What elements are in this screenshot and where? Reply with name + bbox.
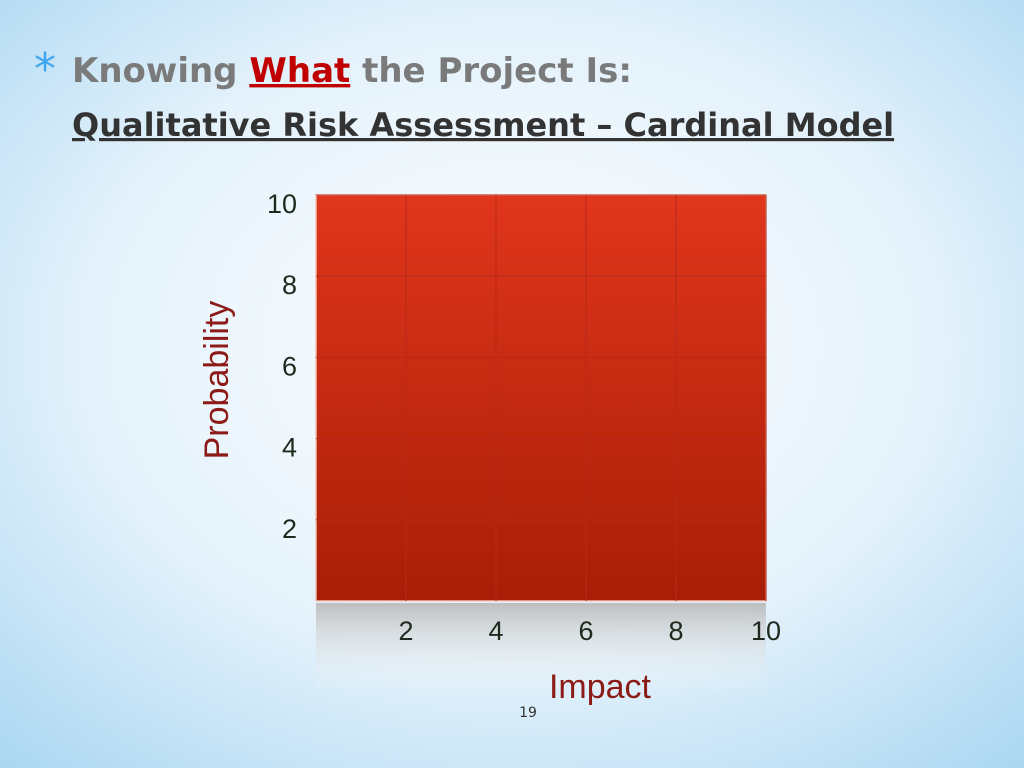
slide-subtitle: Qualitative Risk Assessment – Cardinal M… [72, 106, 894, 144]
y-tick-label: 10 [267, 189, 297, 219]
x-tick-label: 10 [751, 616, 781, 646]
page-number: 19 [519, 705, 537, 721]
plot: 2 4 6 8 10 2 4 6 8 10 [267, 189, 781, 646]
title-part: Knowing [72, 51, 249, 91]
reflection [316, 603, 766, 693]
title-emphasis: What [249, 51, 350, 91]
x-tick-label: 2 [398, 616, 413, 646]
y-axis-label: Probability [198, 301, 236, 460]
y-tick-label: 6 [282, 351, 297, 381]
slide-title: Knowing What the Project Is: [72, 51, 632, 91]
y-tick-label: 8 [282, 270, 297, 300]
x-axis-label: Impact [549, 668, 652, 706]
matrix-area [315, 194, 767, 602]
x-tick-label: 4 [488, 616, 503, 646]
y-tick-label: 4 [282, 433, 297, 463]
x-tick-label: 8 [668, 616, 683, 646]
y-tick-label: 2 [282, 514, 297, 544]
x-tick-label: 6 [578, 616, 593, 646]
title-part: the Project Is: [350, 51, 632, 91]
bullet: * [34, 44, 56, 95]
